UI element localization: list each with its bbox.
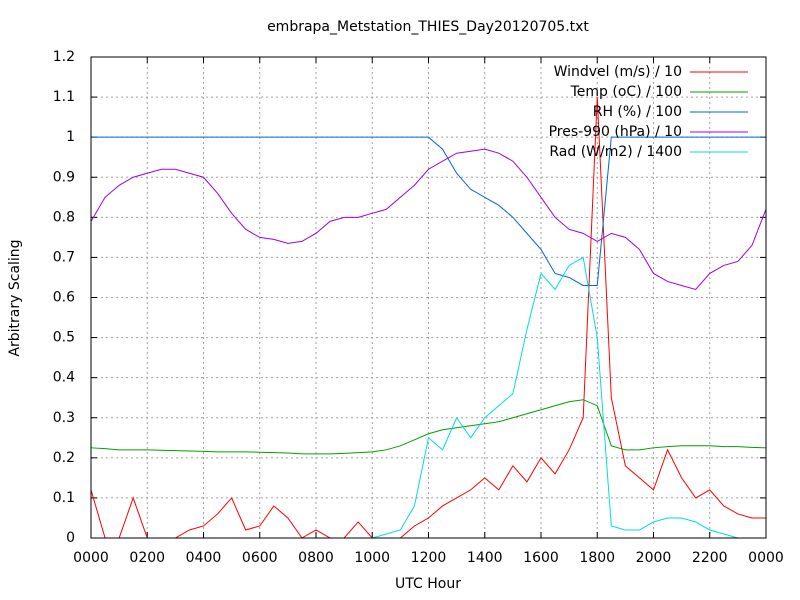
x-tick-label: 0200: [129, 550, 165, 566]
y-tick-label: 0.4: [53, 370, 75, 386]
x-tick-label: 1400: [467, 550, 503, 566]
y-tick-label: 1.1: [53, 89, 75, 105]
x-tick-label: 1800: [579, 550, 615, 566]
x-tick-label: 0000: [73, 550, 109, 566]
chart-title: embrapa_Metstation_THIES_Day20120705.txt: [267, 19, 589, 35]
x-axis-label: UTC Hour: [395, 576, 461, 592]
y-tick-label: 0.1: [53, 490, 75, 506]
series-line: [90, 148, 767, 291]
x-tick-label: 0400: [186, 550, 222, 566]
y-tick-label: 1.2: [53, 49, 75, 65]
x-tick-label: 1600: [523, 550, 559, 566]
y-tick-label: 0.9: [53, 169, 75, 185]
y-tick-label: 0.3: [53, 410, 75, 426]
legend-label: Windvel (m/s) / 10: [554, 64, 682, 80]
legend-label: Rad (W/m2) / 1400: [549, 144, 682, 160]
series-line: [90, 399, 767, 455]
y-tick-label: 0.2: [53, 450, 75, 466]
y-tick-label: 0.5: [53, 330, 75, 346]
series-line: [91, 136, 766, 286]
x-tick-label: 1200: [411, 550, 447, 566]
x-tick-label: 0600: [242, 550, 278, 566]
series-line: [90, 97, 766, 539]
x-tick-label: 0000: [748, 550, 784, 566]
x-tick-label: 1000: [354, 550, 390, 566]
x-tick-label: 2000: [636, 550, 672, 566]
legend-label: Pres-990 (hPa) / 10: [549, 124, 682, 140]
x-tick-label: 2200: [692, 550, 728, 566]
y-axis-label: Arbitrary Scaling: [7, 239, 23, 356]
legend-label: Temp (oC) / 100: [570, 84, 682, 100]
x-tick-label: 0800: [298, 550, 334, 566]
y-tick-label: 0.8: [53, 209, 75, 225]
y-tick-label: 1: [66, 129, 75, 145]
y-tick-label: 0.7: [53, 249, 75, 265]
legend-label: RH (%) / 100: [593, 104, 682, 120]
y-tick-label: 0.6: [53, 290, 75, 306]
y-tick-label: 0: [66, 530, 75, 546]
plot-border: [90, 56, 767, 539]
